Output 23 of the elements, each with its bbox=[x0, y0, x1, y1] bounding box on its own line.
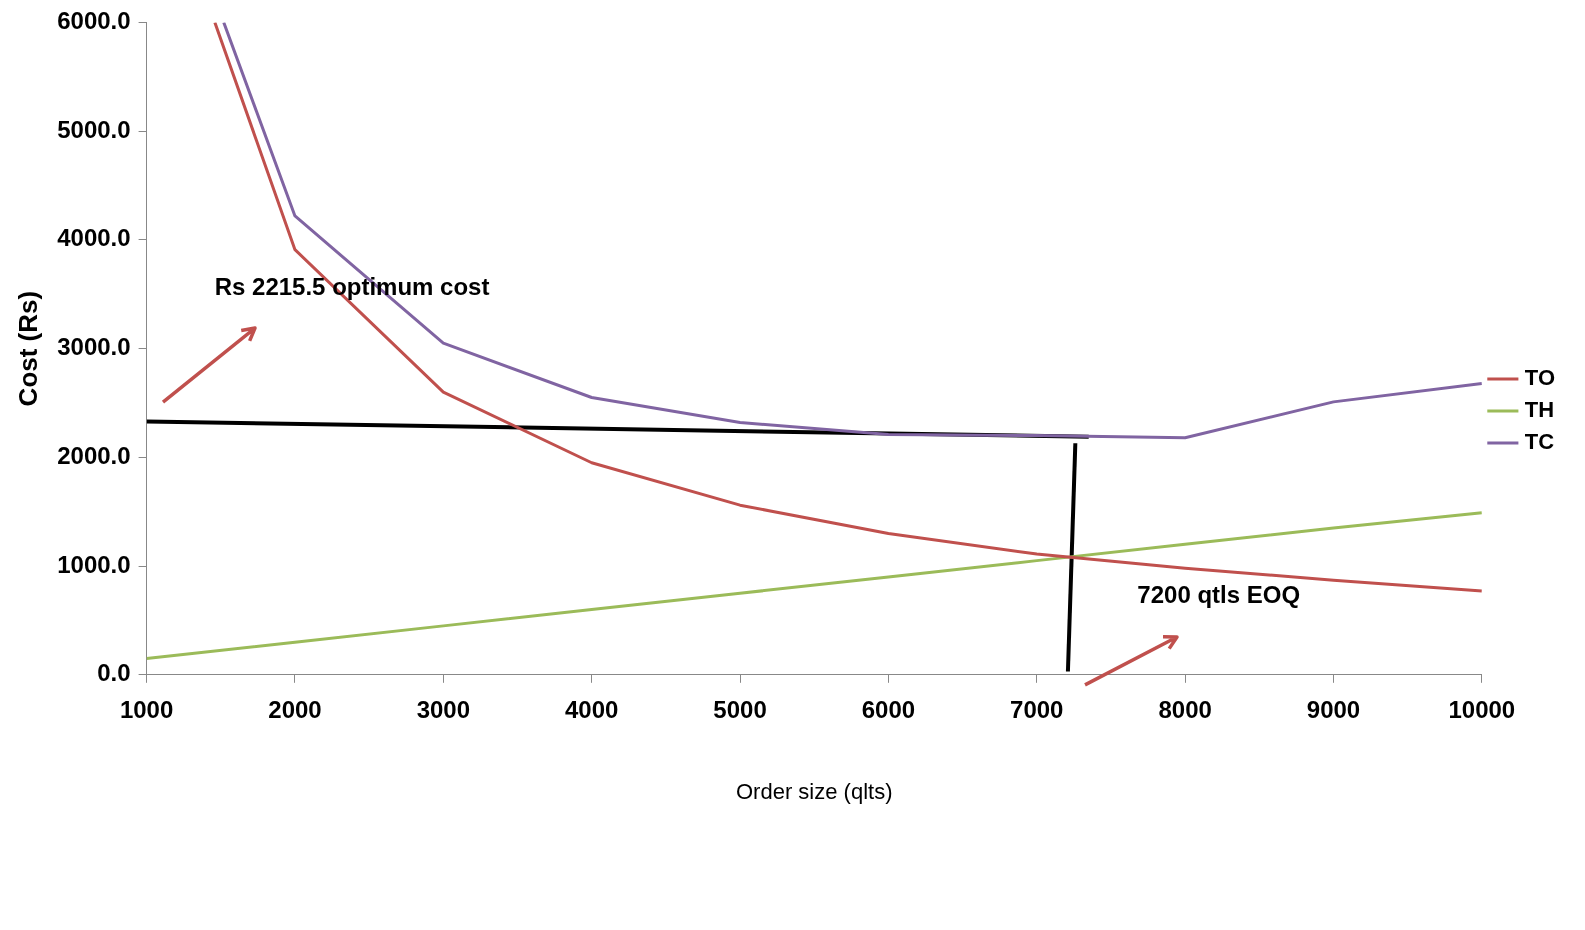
x-tick-label: 7000 bbox=[1010, 695, 1064, 723]
y-tick-label: 1000.0 bbox=[57, 550, 131, 578]
y-tick-label: 3000.0 bbox=[57, 333, 131, 361]
x-tick-label: 4000 bbox=[564, 695, 619, 723]
x-tick-label: 6000 bbox=[861, 695, 916, 723]
legend-label: TH bbox=[1524, 397, 1555, 423]
annotation: 7200 qtls EOQ bbox=[1137, 581, 1301, 609]
y-axis-title: Cost (Rs) bbox=[12, 290, 43, 407]
x-tick-label: 5000 bbox=[713, 695, 767, 723]
legend-label: TO bbox=[1524, 365, 1555, 391]
y-tick-label: 4000.0 bbox=[57, 224, 131, 252]
x-tick-label: 3000 bbox=[416, 695, 471, 723]
x-tick-label: 9000 bbox=[1306, 695, 1361, 723]
x-tick-label: 10000 bbox=[1448, 695, 1516, 723]
y-tick-label: 0.0 bbox=[97, 659, 131, 687]
x-tick-label: 2000 bbox=[268, 695, 322, 723]
x-tick-label: 1000 bbox=[119, 695, 174, 723]
y-tick-label: 5000.0 bbox=[57, 115, 131, 143]
x-tick-label: 8000 bbox=[1158, 695, 1212, 723]
x-axis-title: Order size (qlts) bbox=[735, 778, 893, 804]
legend-label: TC bbox=[1524, 429, 1555, 455]
y-tick-label: 2000.0 bbox=[57, 441, 131, 469]
y-tick-label: 6000.0 bbox=[57, 7, 131, 35]
